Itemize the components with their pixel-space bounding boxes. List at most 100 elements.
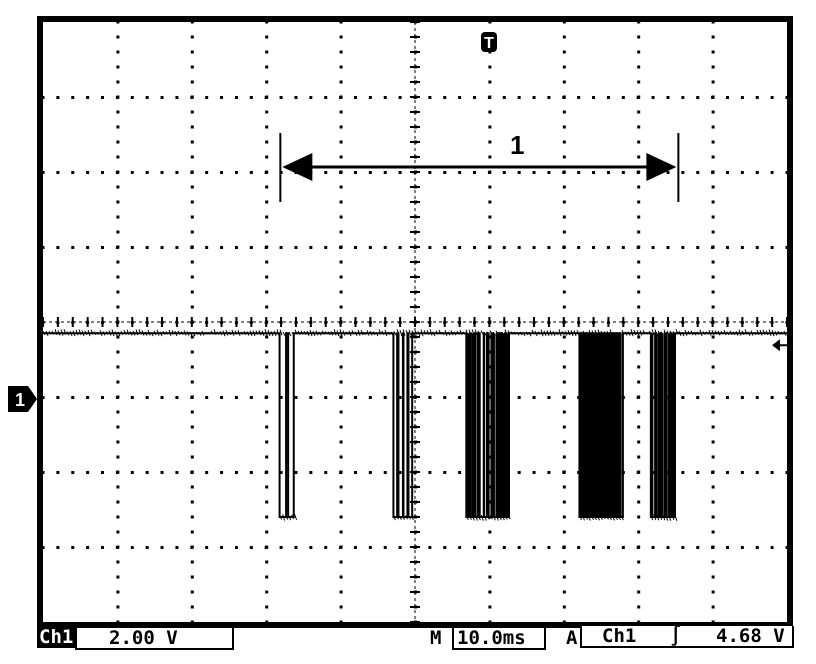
grid-dot [755, 396, 759, 399]
grid-dot [488, 140, 492, 144]
grid-dot [517, 471, 521, 474]
grid-dot [443, 96, 447, 99]
grid-dot [116, 440, 120, 444]
grid-dot [562, 380, 566, 384]
grid-dot [86, 471, 90, 474]
grid-dot [532, 96, 536, 99]
grid-dot [249, 471, 253, 474]
grid-dot [115, 96, 119, 99]
grid-dot [755, 171, 759, 174]
grid-dot [190, 35, 194, 39]
grid-dot [279, 471, 283, 474]
grid-dot [234, 246, 238, 249]
volts-per-div: 2.00 V [109, 627, 178, 649]
grid-dot [220, 546, 224, 549]
grid-dot [339, 575, 343, 579]
grid-dot [116, 305, 120, 309]
grid-dot [115, 396, 119, 399]
grid-dot [175, 396, 179, 399]
grid-dot [517, 171, 521, 174]
grid-dot [116, 80, 120, 84]
grid-dot [190, 155, 194, 159]
grid-dot [487, 171, 491, 174]
grid-dot [562, 171, 566, 174]
grid-dot [190, 140, 194, 144]
grid-dot [265, 365, 269, 369]
grid-dot [488, 80, 492, 84]
grid-dot [71, 546, 75, 549]
grid-dot [309, 546, 313, 549]
grid-dot [488, 215, 492, 219]
grid-dot [637, 560, 641, 564]
grid-dot [86, 396, 90, 399]
channel-indicator[interactable]: Ch1 [37, 626, 76, 648]
grid-dot [116, 155, 120, 159]
grid-dot [249, 546, 253, 549]
grid-dot [637, 605, 641, 609]
grid-dot [637, 455, 641, 459]
grid-dot [443, 171, 447, 174]
grid-dot [562, 530, 566, 534]
grid-dot [116, 260, 120, 264]
arrow-right-icon [646, 153, 677, 181]
grid-dot [711, 365, 715, 369]
grid-dot [487, 546, 491, 549]
trigger-prefix: A [566, 627, 578, 649]
trigger-settings-box[interactable]: Ch1 ∫ 4.68 V [580, 626, 794, 648]
grid-dot [339, 365, 343, 369]
grid-dot [488, 125, 492, 129]
ch1-ground-marker[interactable]: 1 [8, 386, 37, 412]
grid-dot [265, 350, 269, 354]
grid-dot [711, 50, 715, 54]
grid-dot [637, 215, 641, 219]
grid-dot [770, 246, 774, 249]
arrow-left-icon[interactable] [772, 339, 787, 352]
grid-dot [101, 546, 105, 549]
grid-dot [711, 155, 715, 159]
grid-dot [160, 546, 164, 549]
grid-dot [621, 246, 625, 249]
grid-dot [56, 171, 60, 174]
grid-dot [71, 246, 75, 249]
grid-dot [637, 200, 641, 204]
grid-dot [637, 305, 641, 309]
grid-dot [116, 590, 120, 594]
grid-dot [666, 96, 670, 99]
grid-dot [71, 171, 75, 174]
grid-dot [130, 171, 134, 174]
grid-dot [562, 485, 566, 489]
grid-dot [637, 125, 641, 129]
grid-dot [339, 471, 343, 474]
grid-dot [547, 171, 551, 174]
grid-dot [488, 200, 492, 204]
grid-dot [324, 96, 328, 99]
grid-dot [725, 246, 729, 249]
grid-dot [488, 290, 492, 294]
grid-dot [711, 500, 715, 504]
cursor-label: 1 [510, 130, 524, 160]
grid-dot [755, 546, 759, 549]
grid-dot [205, 471, 209, 474]
grid-dot [175, 471, 179, 474]
trigger-marker-label: T [484, 35, 494, 52]
grid-dot [711, 35, 715, 39]
volts-per-div-box[interactable]: 2.00 V [75, 626, 234, 650]
grid-dot [175, 96, 179, 99]
grid-dot [190, 80, 194, 84]
grid-dot [592, 246, 596, 249]
grid-dot [220, 471, 224, 474]
grid-dot [532, 171, 536, 174]
grid-dot [488, 365, 492, 369]
cursor-measurement [279, 133, 680, 202]
rising-edge-icon: ∫ [670, 625, 682, 647]
grid-dot [234, 96, 238, 99]
grid-dot [681, 396, 685, 399]
grid-dot [711, 560, 715, 564]
trigger-position-marker[interactable]: T [481, 16, 497, 52]
grid-dot [488, 110, 492, 114]
timebase-box[interactable]: 10.0ms [452, 626, 546, 650]
grid-dot [532, 546, 536, 549]
grid-dot [502, 246, 506, 249]
grid-dot [696, 471, 700, 474]
grid-dot [265, 605, 269, 609]
